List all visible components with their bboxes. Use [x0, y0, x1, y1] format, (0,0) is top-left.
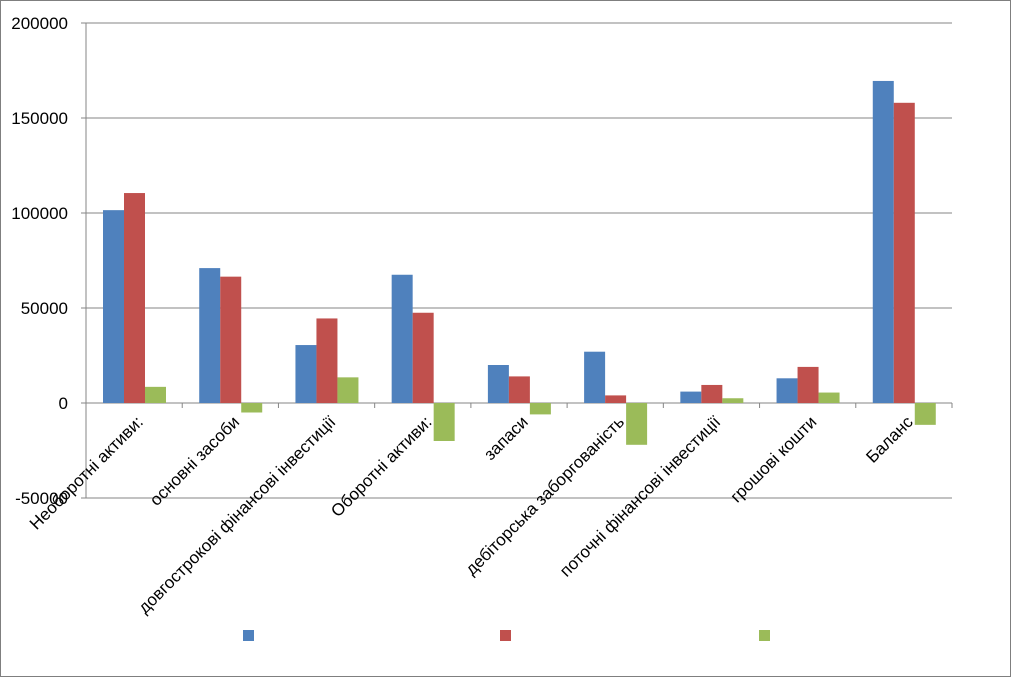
category-label: грошові кошти — [727, 412, 821, 506]
bar-s1-c3 — [295, 345, 317, 403]
bar-s3-c5 — [529, 403, 551, 415]
bar-s2-c8 — [797, 366, 819, 403]
category-label: Оборотні активи: — [327, 412, 435, 520]
bar-s1-c6 — [584, 351, 606, 403]
bar-s3-c9 — [914, 403, 936, 425]
legend-marker-2 — [500, 630, 511, 641]
category-label: основні засоби — [146, 412, 243, 509]
bar-s1-c4 — [391, 274, 413, 403]
bar-s3-c8 — [818, 392, 840, 403]
labels: -50000050000100000150000200000Необоротні… — [11, 14, 917, 617]
y-tick-label: 0 — [59, 394, 68, 413]
bar-s2-c3 — [316, 318, 338, 403]
bar-s2-c6 — [605, 395, 627, 403]
bars — [103, 80, 936, 445]
bar-s1-c7 — [680, 391, 702, 403]
bar-s3-c6 — [626, 403, 648, 445]
category-label: запаси — [480, 412, 532, 464]
bar-s3-c7 — [722, 398, 744, 403]
bar-s1-c8 — [776, 378, 798, 403]
bar-s1-c2 — [199, 268, 221, 403]
bar-s2-c5 — [508, 376, 530, 403]
y-tick-label: 200000 — [11, 14, 68, 33]
bar-s2-c4 — [412, 312, 434, 403]
category-label: Баланс — [862, 412, 917, 467]
bar-s3-c3 — [337, 377, 359, 403]
y-tick-label: 50000 — [21, 299, 68, 318]
bar-s2-c1 — [124, 193, 145, 403]
legend — [243, 630, 770, 641]
y-tick-label: -50000 — [15, 489, 68, 508]
category-label: довгострокові фінансові інвестиції — [135, 412, 340, 617]
y-tick-label: 100000 — [11, 204, 68, 223]
bar-s1-c5 — [487, 365, 509, 403]
bar-s1-c9 — [872, 80, 894, 403]
bar-s3-c4 — [433, 403, 455, 441]
bar-s3-c2 — [241, 403, 263, 413]
bar-s2-c7 — [701, 384, 723, 403]
category-label: дебіторська заборгованість — [462, 412, 629, 579]
bar-s2-c9 — [893, 102, 915, 404]
bar-s3-c1 — [145, 386, 166, 403]
legend-marker-1 — [243, 630, 254, 641]
bar-s1-c1 — [103, 210, 124, 403]
legend-marker-3 — [759, 630, 770, 641]
y-tick-label: 150000 — [11, 109, 68, 128]
bar-s2-c2 — [220, 276, 242, 403]
